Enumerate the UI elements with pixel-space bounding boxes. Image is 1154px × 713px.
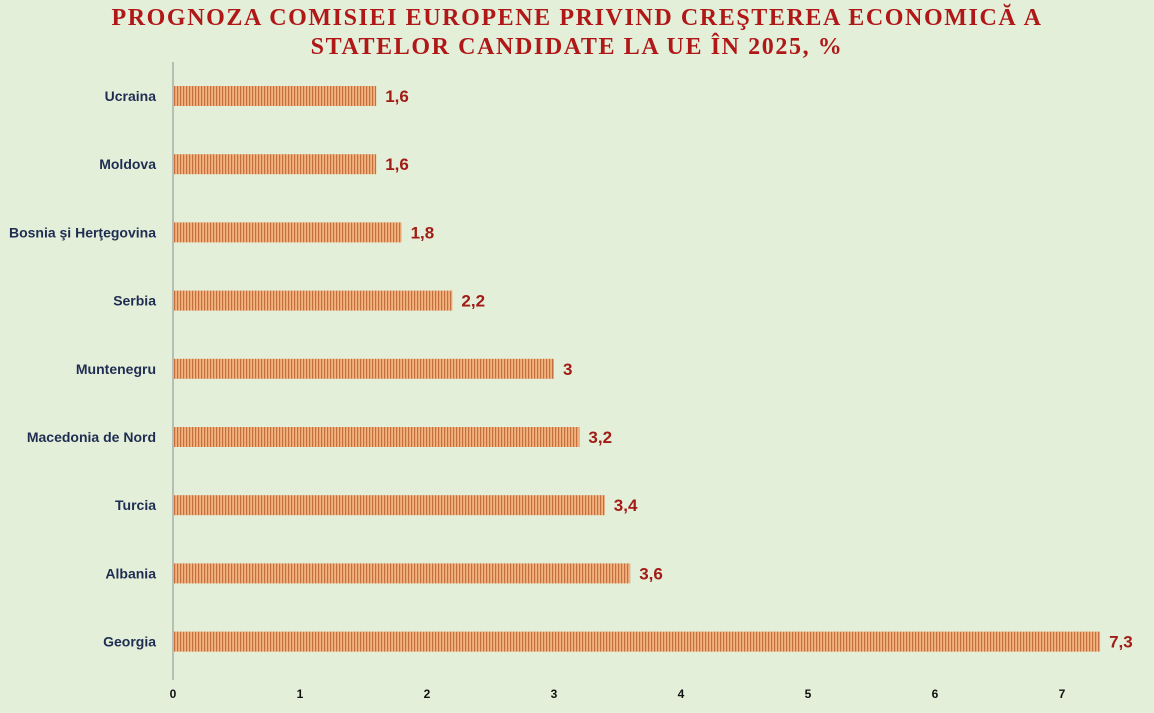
value-label: 1,8 [411,223,435,242]
chart-title-line-1: PROGNOZA COMISIEI EUROPENE PRIVIND CREŞT… [111,5,1043,31]
bar-1 [174,154,377,175]
category-label: Moldova [99,156,156,172]
bar-8 [174,631,1101,652]
chart-title-line-2: STATELOR CANDIDATE LA UE ÎN 2025, % [310,34,844,60]
bar-0 [174,86,377,106]
category-label: Ucraina [105,88,157,104]
x-tick-label: 1 [297,687,304,701]
x-tick-label: 5 [805,687,812,701]
bar-7 [174,563,631,584]
chart-title: PROGNOZA COMISIEI EUROPENE PRIVIND CREŞT… [0,4,1154,62]
category-label: Turcia [115,497,156,513]
x-tick-label: 0 [170,687,177,701]
bar-2 [174,222,402,243]
category-label: Albania [105,565,156,581]
value-label: 3 [563,360,572,379]
value-label: 2,2 [461,292,485,311]
category-label: Serbia [113,293,156,309]
x-tick-label: 6 [932,687,939,701]
category-label: Macedonia de Nord [27,429,156,445]
x-tick-label: 2 [424,687,431,701]
bar-6 [174,495,605,516]
value-label: 1,6 [385,155,409,174]
category-label: Muntenegru [76,361,156,377]
value-label: 3,4 [614,496,638,515]
value-label: 1,6 [385,87,409,106]
category-label: Bosnia şi Herţegovina [9,224,156,240]
value-label: 7,3 [1109,633,1133,652]
category-label: Georgia [103,634,156,650]
x-tick-label: 3 [551,687,558,701]
x-tick-label: 7 [1059,687,1066,701]
bar-4 [174,358,554,379]
x-tick-label: 4 [678,687,685,701]
value-label: 3,2 [588,428,612,447]
value-label: 3,6 [639,564,663,583]
bar-5 [174,427,580,447]
bar-3 [174,290,453,311]
